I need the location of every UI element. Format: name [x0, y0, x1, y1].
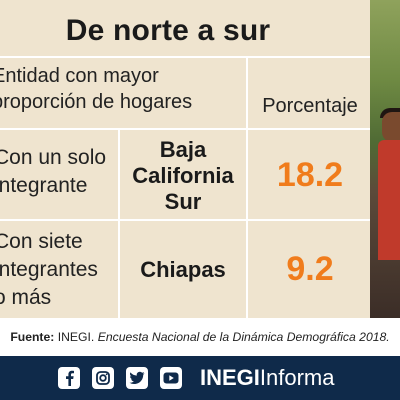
row-1-state-line-2: California: [132, 163, 234, 188]
twitter-icon[interactable]: [126, 367, 148, 389]
header-entity-line-2: proporción de hogares: [0, 91, 193, 113]
row-1-label-line-2: integrante: [0, 174, 88, 197]
background-photo: [370, 0, 400, 318]
row-2-label-line-1: Con siete: [0, 230, 83, 253]
footer-bar: INEGIInforma: [0, 356, 400, 400]
source-work: Encuesta Nacional de la Dinámica Demográ…: [97, 330, 390, 344]
row-2-label-line-3: o más: [0, 286, 52, 309]
row-1-value: 18.2: [276, 156, 344, 194]
header-entity-label: Entidad con mayor proporción de hogares: [0, 63, 245, 115]
header-percentage: Porcentaje: [262, 95, 358, 117]
column-divider-left: [118, 130, 120, 318]
row-1-state: Baja California Sur: [118, 137, 248, 215]
source-note: Fuente: INEGI. Encuesta Nacional de la D…: [0, 318, 400, 356]
row-1-state-line-3: Sur: [164, 189, 202, 214]
youtube-icon[interactable]: [160, 367, 182, 389]
source-label: Fuente:: [10, 330, 55, 344]
inegi-informa-brand[interactable]: INEGIInforma: [200, 365, 335, 391]
row-1-state-line-1: Baja: [159, 137, 207, 162]
row-1-label-line-1: Con un solo: [0, 146, 107, 169]
column-divider-right: [246, 58, 248, 318]
row-2-state-line-1: Chiapas: [140, 257, 226, 282]
row-2-label-line-2: integrantes: [0, 258, 98, 281]
brand-name-regular: Informa: [259, 365, 335, 390]
infographic-title: De norte a sur: [65, 14, 271, 47]
photo-child-face: [382, 112, 400, 142]
header-entity-line-1: Entidad con mayor: [0, 65, 159, 87]
row-divider: [0, 219, 370, 221]
row-2-label: Con siete integrantes o más: [0, 228, 114, 312]
header-row-divider: [0, 128, 370, 130]
title-divider: [0, 56, 370, 58]
facebook-icon[interactable]: [58, 367, 80, 389]
row-2-state: Chiapas: [118, 257, 248, 283]
row-2-value: 9.2: [286, 250, 334, 288]
brand-name-bold: INEGI: [200, 365, 260, 390]
source-org: INEGI.: [57, 330, 95, 344]
photo-child-shirt: [378, 140, 400, 260]
infographic-panel: De norte a sur Entidad con mayor proporc…: [0, 0, 370, 318]
row-1-label: Con un solo integrante: [0, 144, 114, 200]
instagram-icon[interactable]: [92, 367, 114, 389]
